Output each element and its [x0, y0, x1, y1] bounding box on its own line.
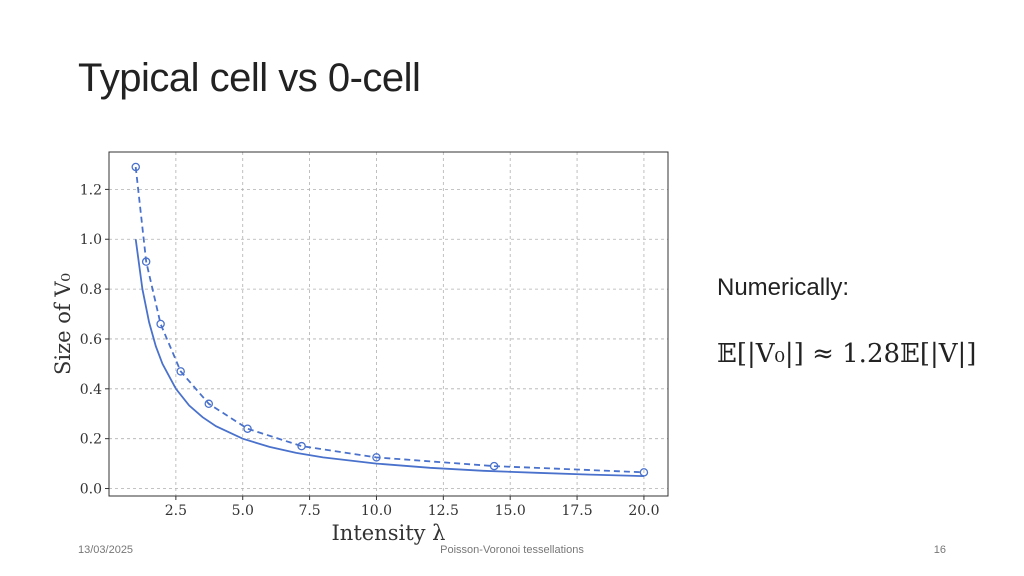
series-line-1 — [134, 239, 644, 477]
series-marker — [489, 461, 499, 471]
series-line-2 — [134, 166, 644, 474]
footer-date: 13/03/2025 — [78, 544, 134, 556]
series-marker — [243, 424, 252, 433]
footer-title: Poisson-Voronoi tessellations — [440, 544, 584, 556]
y-axis-label: Size of V₀ — [51, 273, 75, 375]
x-axis-label: Intensity λ — [332, 521, 446, 545]
y-tick-label: 0.2 — [80, 432, 102, 448]
y-tick-label: 1.2 — [80, 182, 102, 198]
plot-frame — [108, 151, 669, 497]
x-tick-label: 17.5 — [561, 503, 592, 519]
expectation-formula: 𝔼[|V₀|] ≈ 1.28𝔼[|V|] — [717, 339, 977, 369]
y-tick-label: 0.4 — [80, 382, 102, 398]
x-tick-label: 10.0 — [361, 503, 392, 519]
x-tick-label: 20.0 — [628, 503, 659, 519]
plot-area — [109, 152, 668, 496]
y-tick-label: 1.0 — [80, 232, 102, 248]
x-tick-label: 2.5 — [165, 503, 187, 519]
x-tick-label: 15.0 — [495, 503, 526, 519]
x-tick-label: 7.5 — [298, 503, 320, 519]
numerically-label: Numerically: — [717, 274, 850, 301]
slide-title: Typical cell vs 0-cell — [78, 56, 421, 100]
page-number: 16 — [933, 544, 946, 556]
y-tick-label: 0.0 — [80, 482, 102, 498]
series-marker — [176, 367, 185, 376]
series-marker — [204, 399, 214, 409]
series-marker — [297, 441, 306, 451]
series-marker — [131, 162, 140, 172]
series-marker — [141, 257, 151, 266]
x-tick-label: 5.0 — [232, 503, 254, 519]
series-marker — [372, 453, 381, 462]
x-tick-label: 12.5 — [428, 503, 459, 519]
y-tick-label: 0.6 — [80, 332, 102, 348]
y-tick-label: 0.8 — [80, 282, 102, 298]
series-marker — [639, 468, 649, 477]
series-marker — [156, 319, 165, 329]
